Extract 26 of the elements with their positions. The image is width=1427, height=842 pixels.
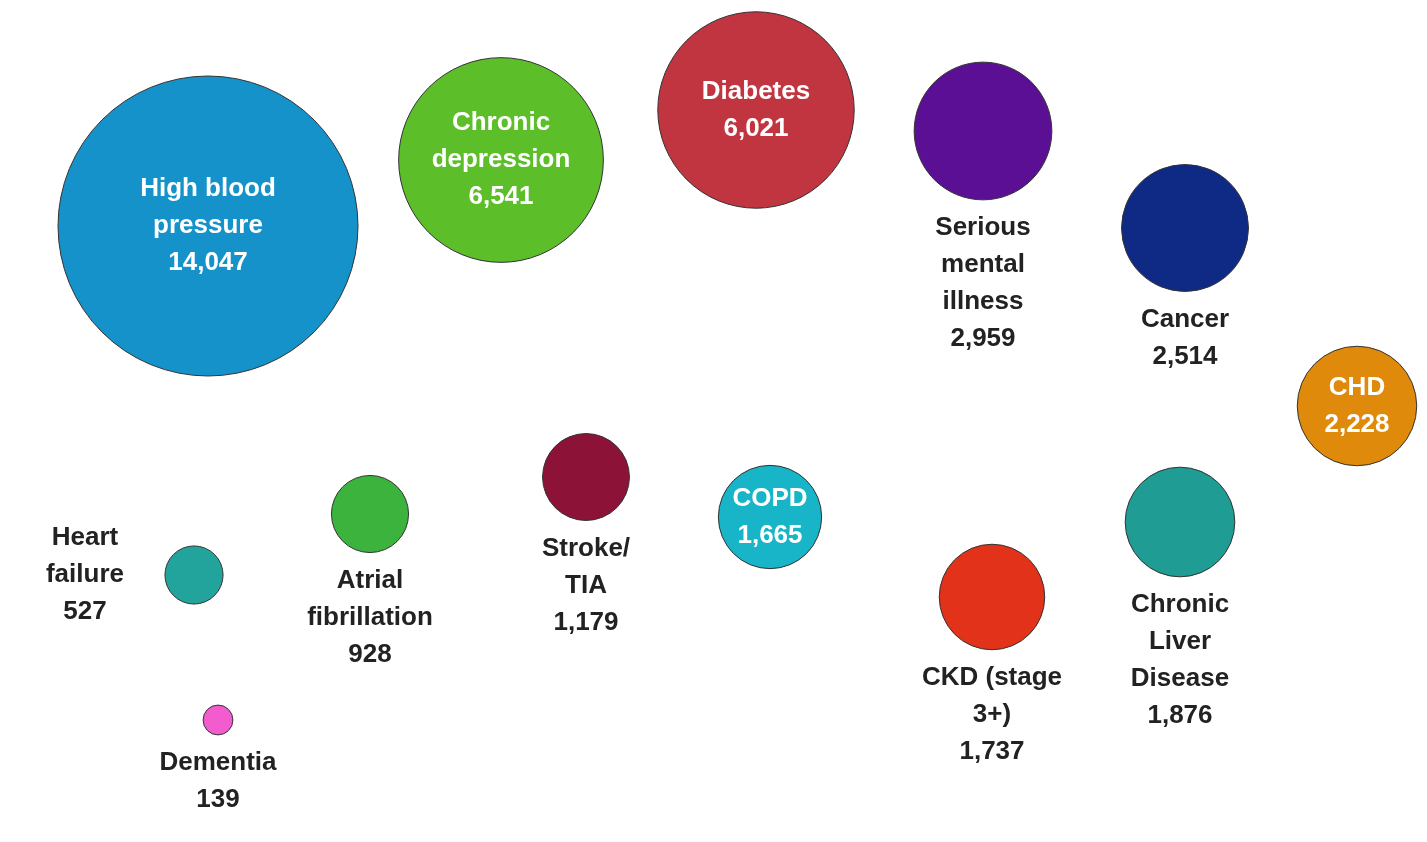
category-label: CKD (stage 3+) bbox=[921, 660, 1063, 728]
data-label: 2,514 bbox=[1152, 339, 1219, 370]
data-label: 1,876 bbox=[1147, 698, 1213, 729]
data-label: 2,228 bbox=[1324, 407, 1390, 438]
data-label: 1,179 bbox=[553, 605, 619, 636]
category-label: COPD bbox=[732, 481, 808, 512]
category-label: High blood pressure bbox=[140, 172, 276, 240]
category-label: Serious mental illness bbox=[935, 211, 1031, 316]
data-label: 928 bbox=[348, 637, 392, 668]
category-label: Heart failure bbox=[45, 521, 124, 589]
category-label: Chronic depression bbox=[431, 106, 571, 174]
category-label: Chronic Liver Disease bbox=[1130, 587, 1230, 692]
data-label: 6,541 bbox=[468, 180, 534, 211]
category-label: Atrial fibrillation bbox=[307, 563, 433, 631]
category-label: Stroke/ TIA bbox=[541, 531, 631, 599]
data-label: 527 bbox=[63, 595, 107, 626]
data-label: 14,047 bbox=[168, 246, 248, 277]
category-label: Diabetes bbox=[701, 74, 811, 105]
category-label: Dementia bbox=[159, 746, 278, 777]
data-label: 1,737 bbox=[959, 734, 1025, 765]
category-label: Cancer bbox=[1140, 302, 1230, 333]
category-label: CHD bbox=[1328, 370, 1386, 401]
data-label: 1,665 bbox=[737, 518, 803, 549]
data-label: 2,959 bbox=[950, 322, 1016, 353]
data-label: 6,021 bbox=[723, 111, 789, 142]
data-label: 139 bbox=[196, 783, 240, 814]
